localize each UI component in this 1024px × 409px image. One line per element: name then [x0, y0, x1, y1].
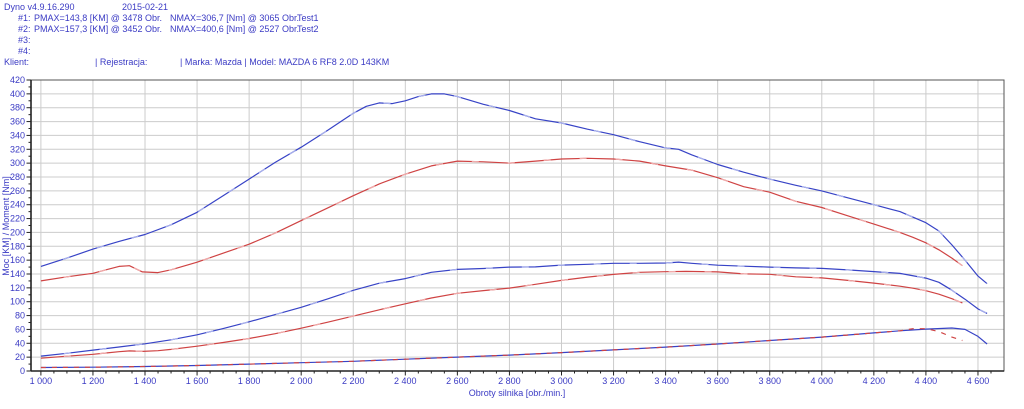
- x-tick-label: 2 400: [394, 376, 417, 386]
- series-power-test1: [40, 270, 963, 359]
- run1-label: #1:: [18, 13, 31, 23]
- run2-pmax: PMAX=157,3 [KM] @ 3452 Obr.: [34, 24, 162, 34]
- measurement-date: 2015-02-21: [122, 2, 169, 12]
- series-power-test2-highlight: [40, 261, 988, 357]
- y-tick-label: 100: [10, 297, 25, 307]
- run3-label: #3:: [18, 35, 31, 45]
- y-tick-label: 20: [15, 352, 25, 362]
- chart-grid: [30, 79, 1005, 372]
- run1-nmax: NMAX=306,7 [Nm] @ 3065 Obr.: [170, 13, 299, 23]
- x-tick-label: 2 200: [342, 376, 365, 386]
- series-aux-test1: [40, 328, 963, 369]
- y-tick-label: 280: [10, 172, 25, 182]
- x-tick-label: 3 000: [550, 376, 573, 386]
- registration-label: | Rejestracja:: [95, 57, 148, 67]
- y-tick-label: 360: [10, 117, 25, 127]
- run2-name: Test2: [297, 24, 319, 34]
- series-power-test2: [40, 261, 988, 357]
- y-tick-label: 260: [10, 186, 25, 196]
- client-label: Klient:: [4, 57, 30, 67]
- y-tick-label: 180: [10, 241, 25, 251]
- x-tick-label: 1 200: [82, 376, 105, 386]
- x-tick-label: 3 800: [758, 376, 781, 386]
- y-tick-label: 420: [10, 75, 25, 85]
- y-tick-label: 220: [10, 214, 25, 224]
- run1-pmax: PMAX=143,8 [KM] @ 3478 Obr.: [34, 13, 162, 23]
- y-tick-label: 140: [10, 269, 25, 279]
- y-tick-label: 80: [15, 311, 25, 321]
- chart-tick-labels: 1 000 1 200 1 400 1 600 1 800 2 000 2 200 2 400…: [10, 75, 989, 386]
- x-tick-label: 4 600: [967, 376, 990, 386]
- x-tick-label: 3 200: [602, 376, 625, 386]
- y-tick-label: 60: [15, 324, 25, 334]
- x-tick-label: 2 000: [290, 376, 313, 386]
- x-tick-label: 3 600: [706, 376, 729, 386]
- y-tick-label: 120: [10, 283, 25, 293]
- series-torque-test2-highlight: [40, 93, 988, 285]
- run1-name: Test1: [297, 13, 319, 23]
- x-tick-label: 4 000: [811, 376, 834, 386]
- x-tick-label: 2 800: [498, 376, 521, 386]
- y-tick-label: 400: [10, 89, 25, 99]
- x-tick-label: 2 600: [446, 376, 469, 386]
- run2-nmax: NMAX=400,6 [Nm] @ 2527 Obr.: [170, 24, 299, 34]
- y-tick-label: 380: [10, 103, 25, 113]
- x-tick-label: 4 400: [915, 376, 938, 386]
- x-axis-label: Obroty silnika [obr./min.]: [469, 388, 566, 398]
- series-power-test1-highlight: [40, 270, 963, 359]
- app-version: Dyno v4.9.16.290: [4, 2, 75, 12]
- vehicle-info: | Marka: Mazda | Model: MAZDA 6 RF8 2.0D…: [180, 57, 390, 67]
- chart-ticks: [26, 79, 992, 376]
- plot-frame: [30, 79, 1005, 372]
- y-tick-label: 300: [10, 158, 25, 168]
- y-tick-label: 40: [15, 338, 25, 348]
- x-tick-label: 1 400: [134, 376, 157, 386]
- series-torque-test2: [40, 93, 988, 285]
- y-tick-label: 0: [20, 366, 25, 376]
- y-axis-label: Moc [KM] / Moment [Nm]: [1, 176, 11, 276]
- x-tick-label: 3 400: [654, 376, 677, 386]
- x-tick-label: 1 800: [238, 376, 261, 386]
- y-tick-label: 320: [10, 144, 25, 154]
- y-tick-label: 160: [10, 255, 25, 265]
- chart-series: [40, 93, 988, 369]
- y-tick-label: 200: [10, 227, 25, 237]
- x-tick-label: 1 000: [30, 376, 53, 386]
- run2-label: #2:: [18, 24, 31, 34]
- run4-label: #4:: [18, 46, 31, 56]
- series-torque-test1: [40, 157, 963, 282]
- y-tick-label: 240: [10, 200, 25, 210]
- x-tick-label: 4 200: [863, 376, 886, 386]
- y-tick-label: 340: [10, 130, 25, 140]
- x-tick-label: 1 600: [186, 376, 209, 386]
